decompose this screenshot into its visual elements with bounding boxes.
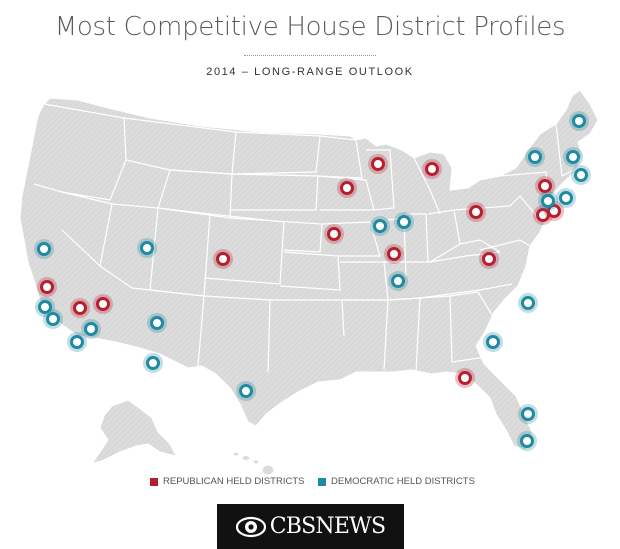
democratic-district-marker [388, 271, 408, 291]
democratic-district-marker [370, 216, 390, 236]
cbs-eye-icon [235, 516, 266, 537]
republican-district-marker [337, 178, 357, 198]
republican-district-marker [70, 298, 90, 318]
democratic-district-marker [34, 239, 54, 259]
democratic-district-marker [143, 353, 163, 373]
legend-item-republican: REPUBLICAN HELD DISTRICTS [150, 476, 304, 487]
democratic-district-marker [236, 381, 256, 401]
republican-district-marker [324, 224, 344, 244]
democratic-district-marker [137, 238, 157, 258]
republican-district-marker [37, 277, 57, 297]
us-mainland [19, 89, 599, 451]
democratic-district-marker [147, 313, 167, 333]
republican-district-marker [368, 154, 388, 174]
democratic-district-marker [518, 404, 538, 424]
page-subtitle: 2014 – LONG-RANGE OUTLOOK [206, 66, 414, 78]
republican-district-marker [535, 176, 555, 196]
democratic-district-marker [525, 147, 545, 167]
democratic-district-marker [67, 332, 87, 352]
legend-label-republican: REPUBLICAN HELD DISTRICTS [163, 476, 305, 487]
republican-district-marker [479, 249, 499, 269]
hawaii [232, 451, 275, 476]
republican-district-marker [466, 202, 486, 222]
republican-swatch [150, 477, 158, 486]
democratic-district-marker [35, 297, 55, 317]
republican-district-marker [93, 294, 113, 314]
democratic-district-marker [538, 191, 558, 211]
democratic-district-marker [518, 293, 538, 313]
alaska [90, 399, 177, 465]
democratic-district-marker [569, 111, 589, 131]
democratic-district-marker [43, 309, 63, 329]
state-borders [33, 103, 579, 373]
logo-wordmark: CBSNEWS [269, 514, 386, 539]
republican-district-marker [422, 159, 442, 179]
democratic-swatch [318, 477, 326, 486]
republican-district-marker [213, 249, 233, 269]
democratic-district-marker [517, 431, 537, 451]
title-divider [244, 55, 376, 56]
legend-item-democratic: DEMOCRATIC HELD DISTRICTS [318, 476, 475, 487]
democratic-district-marker [556, 188, 576, 208]
page-title: Most Competitive House District Profiles [54, 12, 566, 42]
democratic-district-marker [571, 165, 591, 185]
democratic-district-marker [563, 147, 583, 167]
legend-label-democratic: DEMOCRATIC HELD DISTRICTS [331, 476, 475, 487]
democratic-district-marker [394, 212, 414, 232]
republican-district-marker [455, 368, 475, 388]
cbs-news-logo: CBSNEWS [217, 504, 404, 549]
democratic-district-marker [81, 319, 101, 339]
democratic-district-marker [483, 332, 503, 352]
district-markers [34, 111, 591, 451]
republican-district-marker [384, 244, 404, 264]
